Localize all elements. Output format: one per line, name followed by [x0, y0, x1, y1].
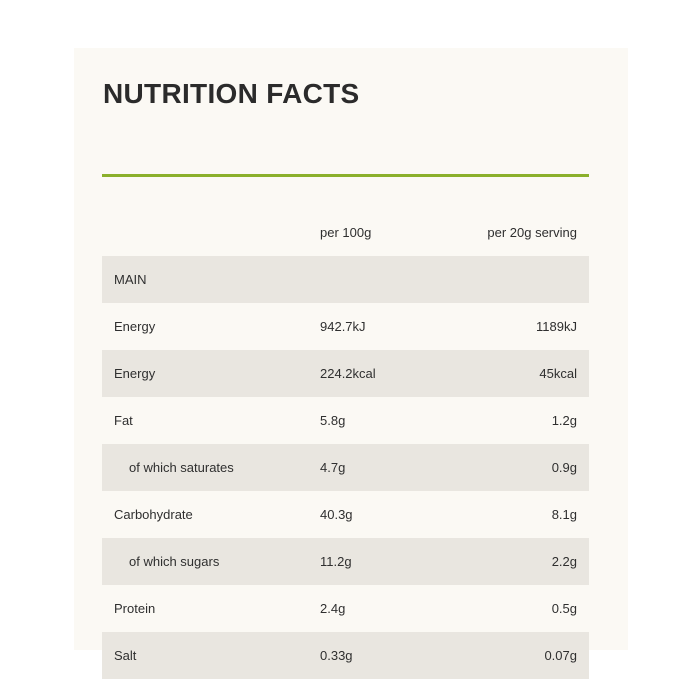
nutrient-name: of which sugars [129, 554, 220, 569]
table-row-energy-kcal: Energy 224.2kcal 45kcal [102, 350, 589, 397]
value-per-serving: 0.07g [544, 648, 577, 663]
nutrient-name: Salt [114, 648, 137, 663]
page-title: NUTRITION FACTS [103, 78, 360, 109]
value-per-serving: 45kcal [539, 366, 577, 381]
nutrition-panel: NUTRITION FACTS per 100g per 20g serving… [74, 48, 628, 679]
value-per-serving: 1.2g [551, 413, 577, 428]
value-per-serving: 0.5g [551, 601, 577, 616]
table-row-protein: Protein 2.4g 0.5g [102, 585, 589, 632]
value-per-serving: 1189kJ [536, 319, 577, 334]
value-per-serving: 8.1g [551, 507, 577, 522]
value-per-100g: 0.33g [320, 648, 353, 663]
value-per-100g: 2.4g [320, 601, 346, 616]
value-per-serving: 2.2g [551, 554, 577, 569]
column-header-per-serving: per 20g serving [487, 225, 577, 240]
value-per-100g: 4.7g [320, 460, 346, 475]
nutrient-name: Carbohydrate [114, 507, 193, 522]
nutrition-table: per 100g per 20g serving MAIN Energy 942… [102, 209, 589, 679]
value-per-100g: 942.7kJ [320, 319, 366, 334]
table-row-main: MAIN [102, 256, 589, 303]
table-row-energy-kj: Energy 942.7kJ 1189kJ [102, 303, 589, 350]
value-per-100g: 224.2kcal [320, 366, 376, 381]
value-per-100g: 5.8g [320, 413, 346, 428]
table-row-carbohydrate: Carbohydrate 40.3g 8.1g [102, 491, 589, 538]
table-row-saturates: of which saturates 4.7g 0.9g [102, 444, 589, 491]
nutrient-name: MAIN [114, 272, 147, 287]
title-divider [102, 174, 589, 177]
nutrient-name: Energy [114, 319, 156, 334]
nutrient-name: Protein [114, 601, 156, 616]
table-row-salt: Salt 0.33g 0.07g [102, 632, 589, 679]
value-per-serving: 0.9g [551, 460, 577, 475]
table-row-sugars: of which sugars 11.2g 2.2g [102, 538, 589, 585]
nutrient-name: of which saturates [129, 460, 234, 475]
column-header-per-100g: per 100g [320, 225, 372, 240]
nutrient-name: Fat [114, 413, 133, 428]
nutrient-name: Energy [114, 366, 156, 381]
table-header-row: per 100g per 20g serving [102, 209, 589, 256]
value-per-100g: 40.3g [320, 507, 353, 522]
table-row-fat: Fat 5.8g 1.2g [102, 397, 589, 444]
value-per-100g: 11.2g [320, 554, 352, 569]
